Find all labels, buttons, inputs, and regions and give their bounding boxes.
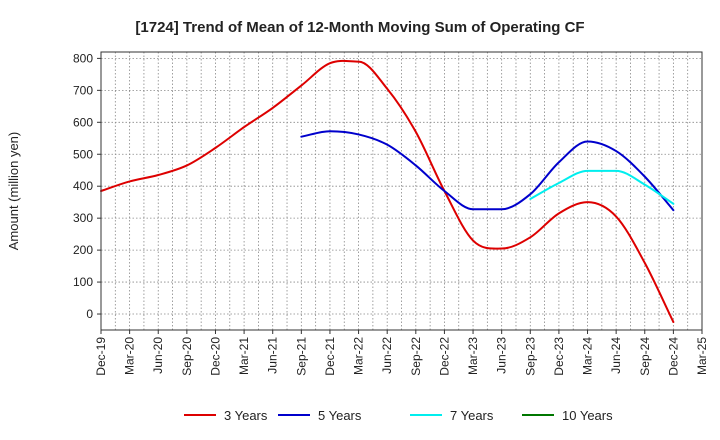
x-tick-label: Mar-20 bbox=[123, 337, 137, 375]
legend-label-5-years: 5 Years bbox=[318, 408, 362, 423]
x-tick-label: Mar-21 bbox=[237, 337, 251, 375]
series-line-5-years bbox=[300, 130, 675, 212]
x-tick-label: Jun-22 bbox=[380, 337, 394, 374]
x-tick-label: Dec-23 bbox=[552, 337, 566, 376]
plot-frame bbox=[100, 51, 703, 331]
x-tick-label: Sep-23 bbox=[523, 337, 537, 376]
y-axis: 0 100 200 300 400 500 600 700 800 bbox=[73, 51, 101, 321]
x-tick-label: Sep-20 bbox=[180, 337, 194, 376]
x-tick-label: Mar-23 bbox=[466, 337, 480, 375]
series-group bbox=[100, 59, 675, 324]
legend-label-3-years: 3 Years bbox=[224, 408, 268, 423]
y-tick-label: 500 bbox=[73, 147, 93, 161]
series-line-3-years bbox=[100, 59, 675, 324]
chart-title: [1724] Trend of Mean of 12-Month Moving … bbox=[135, 19, 584, 36]
grid bbox=[100, 52, 703, 330]
x-tick-label: Jun-23 bbox=[495, 337, 509, 374]
y-tick-label: 200 bbox=[73, 243, 93, 257]
y-tick-label: 300 bbox=[73, 211, 93, 225]
y-tick-label: 600 bbox=[73, 115, 93, 129]
legend: 3 Years 5 Years 7 Years 10 Years bbox=[184, 408, 613, 423]
x-tick-label: Jun-21 bbox=[266, 337, 280, 374]
x-tick-label: Dec-21 bbox=[323, 337, 337, 376]
legend-label-10-years: 10 Years bbox=[562, 408, 613, 423]
x-tick-label: Jun-24 bbox=[609, 337, 623, 374]
y-axis-label: Amount (million yen) bbox=[6, 132, 21, 251]
x-tick-label: Dec-19 bbox=[94, 337, 108, 376]
series-line-7-years bbox=[529, 169, 675, 205]
x-tick-label: Dec-24 bbox=[666, 337, 680, 376]
x-tick-label: Jun-20 bbox=[151, 337, 165, 374]
y-tick-label: 100 bbox=[73, 275, 93, 289]
y-tick-label: 400 bbox=[73, 179, 93, 193]
x-tick-label: Sep-22 bbox=[409, 337, 423, 376]
x-tick-label: Sep-21 bbox=[294, 337, 308, 376]
x-tick-label: Dec-22 bbox=[437, 337, 451, 376]
x-axis: Dec-19 Mar-20 Jun-20 Sep-20 Dec-20 Mar-21 Jun-… bbox=[94, 330, 709, 376]
x-tick-label: Mar-25 bbox=[695, 337, 709, 375]
legend-label-7-years: 7 Years bbox=[450, 408, 494, 423]
y-tick-label: 0 bbox=[86, 307, 93, 321]
y-tick-label: 700 bbox=[73, 83, 93, 97]
x-tick-label: Mar-22 bbox=[352, 337, 366, 375]
x-tick-label: Sep-24 bbox=[638, 337, 652, 376]
x-tick-label: Mar-24 bbox=[581, 337, 595, 375]
y-tick-label: 800 bbox=[73, 51, 93, 65]
x-tick-label: Dec-20 bbox=[208, 337, 222, 376]
